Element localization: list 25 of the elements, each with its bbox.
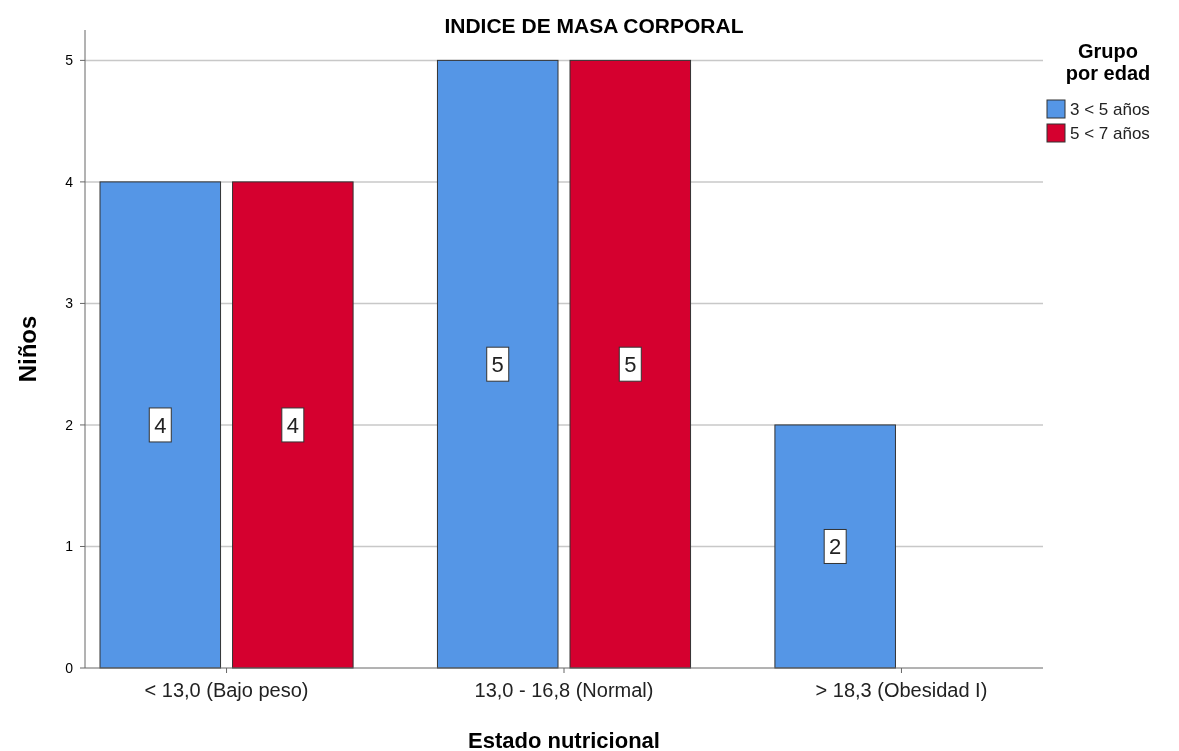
chart-title: INDICE DE MASA CORPORAL (444, 14, 744, 37)
bar (436, 59, 559, 669)
bar (569, 59, 692, 669)
data-label: 4 (154, 412, 167, 438)
data-label: 5 (491, 352, 504, 378)
x-axis-title: Estado nutricional (468, 728, 660, 751)
y-tick-label: 0 (65, 660, 74, 676)
y-tick-label: 4 (65, 173, 74, 190)
x-tick-label: > 18,3 (Obesidad I) (815, 679, 988, 701)
bar (774, 424, 896, 669)
y-tick-label: 1 (65, 538, 74, 555)
y-tick-label: 3 (65, 295, 74, 312)
x-tick-label: < 13,0 (Bajo peso) (144, 679, 309, 701)
bar (232, 181, 354, 669)
bar (99, 181, 222, 669)
data-label: 5 (624, 352, 637, 378)
x-tick-label: 13,0 - 16,8 (Normal) (474, 679, 654, 701)
legend-label: 3 < 5 años (1070, 100, 1150, 119)
legend-title: Grupo por edad (1065, 40, 1151, 84)
y-tick-label: 2 (65, 416, 74, 433)
y-axis-title: Niños (14, 315, 41, 383)
y-tick-label: 5 (65, 52, 74, 69)
data-label: 2 (829, 534, 842, 560)
legend-label: 5 < 7 años (1070, 124, 1150, 143)
data-label: 4 (286, 412, 299, 438)
